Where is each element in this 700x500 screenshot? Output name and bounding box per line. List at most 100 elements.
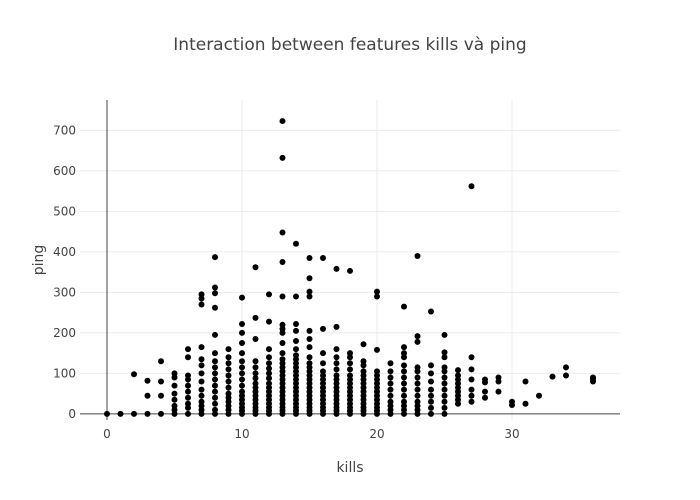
data-point xyxy=(144,410,151,417)
data-point xyxy=(306,254,313,261)
data-point xyxy=(536,392,542,399)
data-point xyxy=(171,370,178,377)
data-point xyxy=(239,340,245,347)
data-point xyxy=(441,404,448,411)
data-point xyxy=(428,308,434,315)
data-point xyxy=(320,350,326,357)
data-point xyxy=(225,354,232,361)
data-point xyxy=(144,392,151,399)
data-point xyxy=(239,382,245,389)
data-point xyxy=(509,398,515,405)
data-point xyxy=(185,410,191,417)
data-point xyxy=(374,293,380,300)
data-points xyxy=(104,118,596,417)
data-point xyxy=(441,331,448,338)
data-point xyxy=(401,350,407,357)
data-point xyxy=(428,378,434,385)
data-point xyxy=(293,346,299,353)
data-point xyxy=(212,254,218,261)
data-point xyxy=(239,388,245,395)
data-point xyxy=(212,370,218,377)
data-point xyxy=(387,398,394,405)
data-point xyxy=(198,378,205,385)
data-point xyxy=(239,370,245,377)
data-point xyxy=(468,376,475,383)
data-point xyxy=(347,372,353,379)
data-point xyxy=(428,410,434,417)
data-point xyxy=(414,380,421,387)
data-point xyxy=(185,346,191,353)
data-point xyxy=(401,386,407,393)
data-point xyxy=(212,388,218,395)
data-point xyxy=(360,358,367,365)
x-axis-title: kills xyxy=(336,460,363,476)
data-point xyxy=(387,368,394,375)
data-point xyxy=(252,314,259,321)
data-point xyxy=(320,325,326,332)
data-point xyxy=(374,288,380,295)
data-point xyxy=(414,333,421,340)
data-point xyxy=(212,400,218,407)
data-point xyxy=(306,354,313,361)
data-point xyxy=(212,358,218,365)
data-point xyxy=(441,374,448,381)
data-point xyxy=(441,349,448,356)
data-point xyxy=(198,301,205,308)
data-point xyxy=(279,118,286,125)
data-point xyxy=(468,183,475,190)
data-point xyxy=(333,323,340,330)
data-point xyxy=(360,341,367,348)
data-point xyxy=(333,354,340,361)
data-point xyxy=(171,382,178,389)
data-point xyxy=(266,354,272,361)
data-point xyxy=(252,364,259,371)
gridlines xyxy=(80,100,620,420)
data-point xyxy=(198,356,205,363)
data-point xyxy=(266,291,272,298)
data-point xyxy=(293,293,299,300)
data-point xyxy=(441,398,448,405)
y-tick-label: 200 xyxy=(53,326,76,340)
data-point xyxy=(171,396,178,403)
data-point xyxy=(158,358,164,365)
data-point xyxy=(198,386,205,393)
data-point xyxy=(252,380,259,387)
data-point xyxy=(279,293,286,300)
data-point xyxy=(131,371,137,378)
data-point xyxy=(212,290,218,297)
y-axis-title: ping xyxy=(31,245,47,276)
data-point xyxy=(563,364,569,371)
x-tick-label: 20 xyxy=(369,427,384,441)
data-point xyxy=(387,392,394,399)
data-point xyxy=(401,362,407,369)
data-point xyxy=(212,331,218,338)
data-point xyxy=(401,344,407,351)
data-point xyxy=(401,303,407,310)
data-point xyxy=(198,344,205,351)
data-point xyxy=(414,374,421,381)
data-point xyxy=(212,406,218,413)
data-point xyxy=(293,321,299,327)
data-point xyxy=(455,372,461,379)
y-tick-label: 500 xyxy=(53,204,76,218)
data-point xyxy=(185,372,191,379)
data-point xyxy=(347,366,353,373)
data-point xyxy=(347,350,353,357)
data-point xyxy=(360,368,367,375)
data-point xyxy=(482,376,488,383)
data-point xyxy=(225,372,232,379)
data-point xyxy=(293,352,299,359)
data-point xyxy=(239,364,245,371)
data-point xyxy=(266,370,272,377)
data-point xyxy=(266,318,272,325)
data-point xyxy=(428,386,434,393)
data-point xyxy=(279,259,286,266)
data-point xyxy=(239,376,245,383)
data-point xyxy=(387,374,394,381)
data-point xyxy=(279,340,286,347)
data-point xyxy=(333,360,340,367)
data-point xyxy=(441,386,448,393)
data-point xyxy=(185,400,191,407)
data-point xyxy=(401,392,407,399)
data-point xyxy=(279,229,286,236)
